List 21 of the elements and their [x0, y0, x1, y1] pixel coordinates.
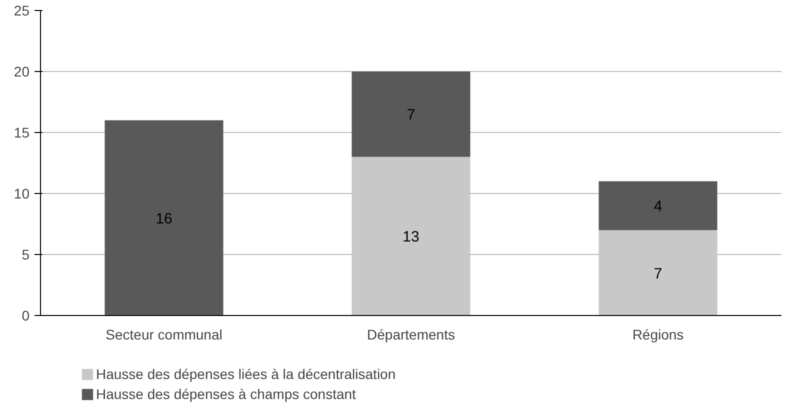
y-tick-label: 20	[14, 64, 30, 80]
bar	[598, 230, 718, 316]
y-tick-label: 25	[14, 2, 30, 18]
data-label: 13	[402, 228, 420, 246]
data-label: 16	[156, 210, 172, 228]
data-label: 7	[654, 265, 662, 282]
y-tick-label: 15	[14, 124, 30, 140]
data-label: 4	[654, 198, 662, 216]
bar	[352, 156, 470, 316]
bar	[598, 181, 718, 230]
legend-label: Hausse des dépenses à champs constant	[96, 386, 356, 402]
x-tick-label: Régions	[632, 326, 684, 342]
y-tick-label: 5	[22, 246, 30, 262]
y-tick-label: 10	[14, 186, 30, 202]
x-tick-label: Départements	[367, 326, 455, 342]
x-tick-label: Secteur communal	[106, 326, 222, 342]
legend-label: Hausse des dépenses liées à la décentralisation	[96, 366, 396, 382]
y-tick-label: 0	[22, 308, 30, 324]
data-label: 7	[406, 106, 416, 124]
bar	[352, 72, 470, 157]
bar	[104, 120, 224, 316]
